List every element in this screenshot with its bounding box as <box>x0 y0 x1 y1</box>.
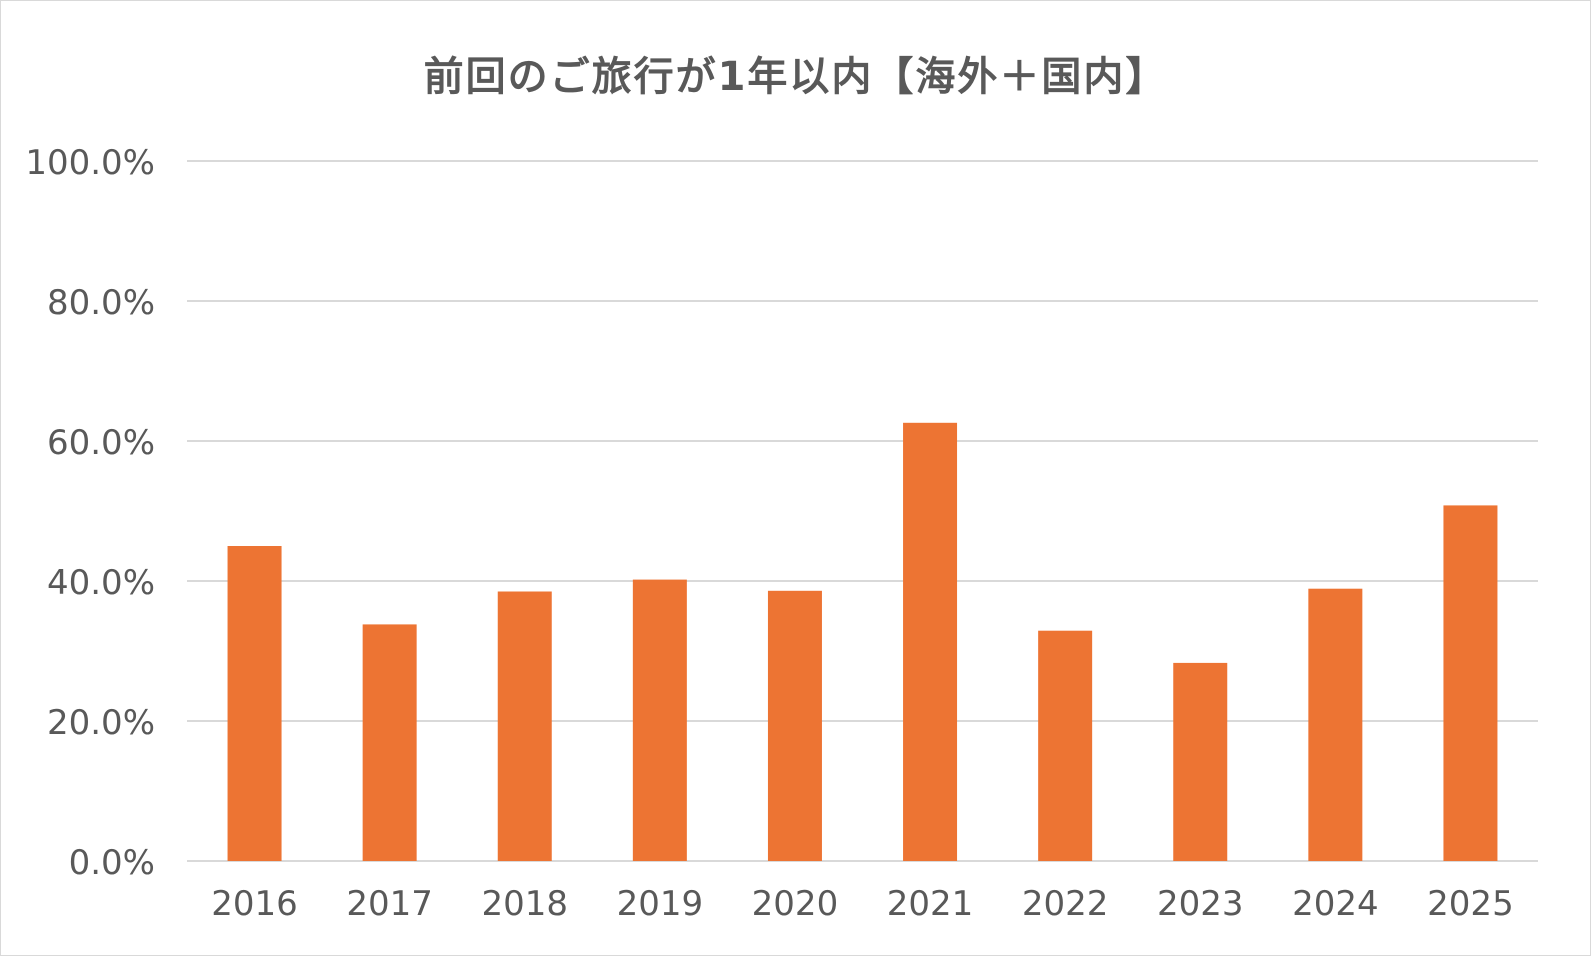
x-tick-label: 2019 <box>617 884 704 924</box>
bar-2024 <box>1308 588 1363 861</box>
y-axis-tick-labels: 0.0% 20.0% 40.0% 60.0% 80.0% 100.0% <box>25 143 155 883</box>
x-tick-label: 2024 <box>1292 884 1379 924</box>
bar-2025 <box>1443 505 1498 861</box>
bars <box>227 422 1498 861</box>
x-tick-label: 2021 <box>887 884 974 924</box>
x-tick-label: 2023 <box>1157 884 1244 924</box>
bar-2022 <box>1038 630 1093 861</box>
y-tick-label: 80.0% <box>47 283 155 323</box>
bar-2021 <box>903 422 958 861</box>
x-tick-label: 2025 <box>1427 884 1514 924</box>
y-tick-label: 100.0% <box>25 143 155 183</box>
x-tick-label: 2022 <box>1022 884 1109 924</box>
y-tick-label: 40.0% <box>47 563 155 603</box>
bar-2023 <box>1173 662 1228 861</box>
bar-2018 <box>497 591 552 861</box>
y-tick-label: 0.0% <box>69 843 155 883</box>
x-tick-label: 2016 <box>211 884 298 924</box>
bar-2019 <box>632 579 687 861</box>
y-tick-label: 20.0% <box>47 703 155 743</box>
bar-2016 <box>227 546 282 861</box>
y-tick-label: 60.0% <box>47 423 155 463</box>
bar-2017 <box>362 624 417 861</box>
x-tick-label: 2018 <box>481 884 568 924</box>
x-axis-tick-labels: 2016 2017 2018 2019 2020 2021 2022 2023 2024 2025 <box>211 884 1513 924</box>
x-tick-label: 2020 <box>752 884 839 924</box>
x-tick-label: 2017 <box>346 884 433 924</box>
chart-title: 前回のご旅行が1年以内【海外＋国内】 <box>423 54 1168 100</box>
bar-2020 <box>767 590 822 861</box>
